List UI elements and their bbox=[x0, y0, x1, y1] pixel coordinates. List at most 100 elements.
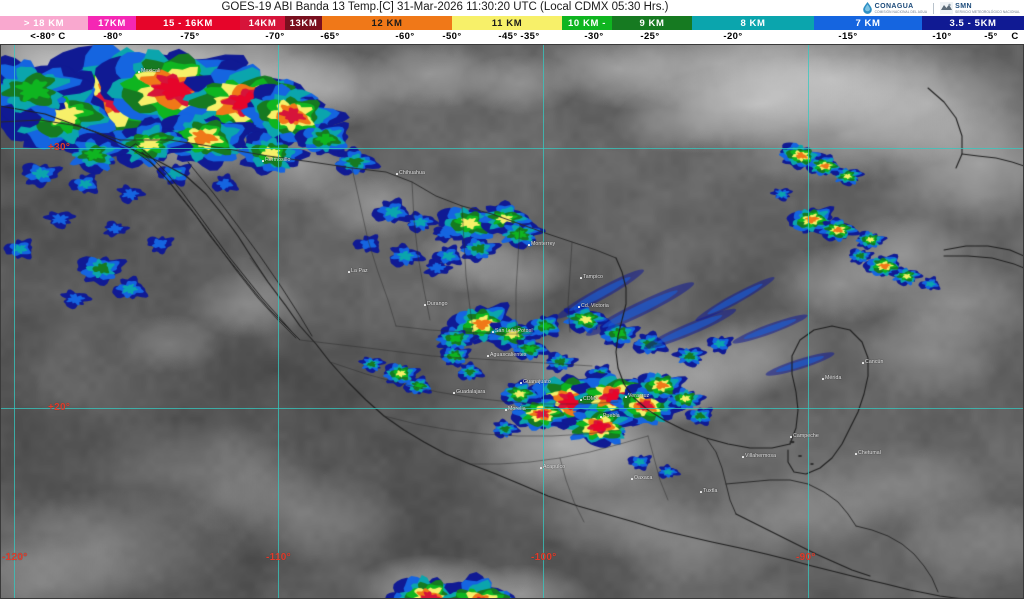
latitude-gridline bbox=[0, 408, 1024, 409]
conagua-logo-subtext: COMISIÓN NACIONAL DEL AGUA bbox=[874, 9, 928, 14]
colorbar-segment: 12 KM bbox=[322, 16, 452, 30]
city-marker bbox=[855, 453, 857, 455]
colorbar-segment: > 18 KM bbox=[0, 16, 88, 30]
city-label: La Paz bbox=[351, 268, 368, 274]
longitude-gridline bbox=[808, 44, 809, 599]
temp-tick-label: -45° bbox=[498, 31, 518, 42]
latitude-label: +20° bbox=[48, 402, 71, 413]
city-marker bbox=[822, 378, 824, 380]
city-marker bbox=[742, 456, 744, 458]
city-label: Mérida bbox=[825, 375, 842, 381]
smn-logo-text: SMN bbox=[955, 2, 972, 10]
city-label: Veracruz bbox=[628, 393, 650, 399]
temp-tick-label: <-80° C bbox=[30, 31, 66, 42]
city-label: Acapulco bbox=[543, 464, 566, 470]
city-marker bbox=[505, 409, 507, 411]
city-marker bbox=[348, 271, 350, 273]
latitude-gridline bbox=[0, 148, 1024, 149]
colorbar-segment: 11 KM bbox=[452, 16, 562, 30]
conagua-logo: CONAGUA COMISIÓN NACIONAL DEL AGUA bbox=[862, 2, 928, 14]
eagle-emblem-icon bbox=[940, 2, 954, 14]
temp-tick-label: -80° bbox=[103, 31, 123, 42]
colorbar-segment: 9 KM bbox=[612, 16, 692, 30]
longitude-label: -110° bbox=[266, 552, 291, 563]
city-labels-layer: Mexicali Hermosillo Chihuahua Monterrey La P… bbox=[0, 44, 1024, 599]
city-marker bbox=[453, 392, 455, 394]
city-label: Villahermosa bbox=[745, 453, 777, 459]
city-label: Hermosillo bbox=[265, 157, 291, 163]
longitude-label: -90° bbox=[796, 552, 816, 563]
city-label: Campeche bbox=[793, 433, 819, 439]
temp-tick-label: -25° bbox=[640, 31, 660, 42]
longitude-label: -100° bbox=[531, 552, 557, 563]
smn-logo: SMN SERVICIO METEOROLÓGICO NACIONAL bbox=[940, 2, 1020, 14]
colorbar-segment: 7 KM bbox=[814, 16, 922, 30]
city-marker bbox=[520, 382, 522, 384]
longitude-gridline bbox=[543, 44, 544, 599]
temp-tick-label: -30° bbox=[584, 31, 604, 42]
temp-tick-label: -65° bbox=[320, 31, 340, 42]
city-label: CDMX bbox=[583, 396, 599, 402]
city-marker bbox=[528, 244, 530, 246]
colorbar-segment: 10 KM - bbox=[562, 16, 612, 30]
city-label: Guadalajara bbox=[456, 389, 486, 395]
city-label: Durango bbox=[427, 301, 448, 307]
city-label: Cancún bbox=[865, 359, 884, 365]
city-label: Aguascalientes bbox=[490, 352, 527, 358]
temp-tick-label: -5° bbox=[984, 31, 998, 42]
longitude-label: -120° bbox=[2, 552, 28, 563]
city-label: Morelia bbox=[508, 406, 526, 412]
temp-tick-label: -10° bbox=[932, 31, 952, 42]
temp-tick-label: -15° bbox=[838, 31, 858, 42]
temp-tick-label: -70° bbox=[265, 31, 285, 42]
colorbar-segment: 17KM bbox=[88, 16, 136, 30]
city-marker bbox=[262, 160, 264, 162]
colorbar-segment: 14KM bbox=[240, 16, 285, 30]
satellite-map[interactable]: +30° +20° -120° -110° -100° -90° Mexicali Herm… bbox=[0, 44, 1024, 599]
city-marker bbox=[492, 331, 494, 333]
city-marker bbox=[580, 399, 582, 401]
city-label: Oaxaca bbox=[634, 475, 653, 481]
city-marker bbox=[790, 436, 792, 438]
brightness-temperature-scale: <-80° C -80° -75° -70° -65° -60° -50° -45° -35° -… bbox=[0, 30, 1024, 44]
city-marker bbox=[396, 173, 398, 175]
temp-tick-label: -35° bbox=[520, 31, 540, 42]
city-marker bbox=[700, 491, 702, 493]
page-title: GOES-19 ABI Banda 13 Temp.[C] 31-Mar-202… bbox=[221, 1, 669, 13]
city-marker bbox=[578, 306, 580, 308]
city-label: Tuxtla bbox=[703, 488, 718, 494]
colorbar-segment: 8 KM bbox=[692, 16, 814, 30]
city-label: Mexicali bbox=[141, 68, 161, 74]
water-drop-icon bbox=[862, 2, 872, 14]
colorbar-segment: 3.5 - 5KM bbox=[922, 16, 1024, 30]
smn-logo-subtext: SERVICIO METEOROLÓGICO NACIONAL bbox=[955, 9, 1020, 14]
temp-tick-label: -75° bbox=[180, 31, 200, 42]
city-marker bbox=[631, 478, 633, 480]
title-bar: GOES-19 ABI Banda 13 Temp.[C] 31-Mar-202… bbox=[0, 0, 1024, 16]
city-marker bbox=[580, 277, 582, 279]
longitude-gridline bbox=[14, 44, 15, 599]
city-marker bbox=[138, 71, 140, 73]
city-label: Tampico bbox=[583, 274, 604, 280]
coordinate-grid-layer: +30° +20° -120° -110° -100° -90° bbox=[0, 44, 1024, 599]
city-marker bbox=[600, 416, 602, 418]
logo-divider bbox=[933, 2, 935, 14]
city-marker bbox=[540, 467, 542, 469]
latitude-label: +30° bbox=[48, 142, 71, 153]
temp-tick-label: C bbox=[1011, 31, 1019, 42]
city-marker bbox=[625, 396, 627, 398]
city-marker bbox=[424, 304, 426, 306]
temp-tick-label: -50° bbox=[442, 31, 462, 42]
city-label: Puebla bbox=[603, 413, 620, 419]
conagua-logo-text: CONAGUA bbox=[874, 2, 914, 10]
temp-tick-label: -60° bbox=[395, 31, 415, 42]
city-label: Chihuahua bbox=[399, 170, 425, 176]
infrared-satellite-imagery bbox=[0, 44, 1024, 599]
colorbar-segment: 15 - 16KM bbox=[136, 16, 240, 30]
cloud-top-height-colorbar: > 18 KM 17KM 15 - 16KM 14KM 13KM 12 KM 11 KM 10… bbox=[0, 16, 1024, 30]
temp-tick-label: -20° bbox=[723, 31, 743, 42]
city-marker bbox=[487, 355, 489, 357]
city-label: Chetumal bbox=[858, 450, 882, 456]
city-label: Cd. Victoria bbox=[581, 303, 609, 309]
